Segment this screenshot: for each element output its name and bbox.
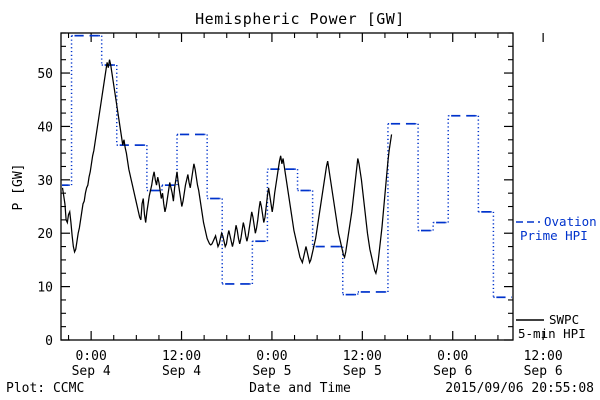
x-tick-label-time: 12:00 [162, 349, 201, 364]
x-tick-label-date: Sep 4 [72, 364, 111, 379]
y-axis-tick-labels: 0 10 20 30 40 50 [37, 67, 53, 349]
y-tick-label: 0 [45, 334, 53, 349]
x-tick-label-time: 0:00 [437, 349, 468, 364]
y-tick-label: 50 [37, 67, 53, 82]
x-tick-label-date: Sep 6 [524, 364, 563, 379]
x-axis-ticks [67, 33, 544, 340]
x-axis-title: Date and Time [249, 381, 351, 396]
generated-timestamp: 2015/09/06 20:55:08 [445, 381, 594, 396]
x-tick-label-time: 12:00 [343, 349, 382, 364]
legend-item-ovation: Ovation Prime HPI [516, 214, 597, 243]
x-tick-label-date: Sep 6 [433, 364, 472, 379]
y-axis-title: P [GW] [11, 164, 26, 211]
y-axis-title-text: P [GW] [11, 164, 26, 211]
x-tick-label-time: 0:00 [256, 349, 287, 364]
series-swpc-5min-hpi [62, 59, 393, 276]
legend-ovation-label-line2: Prime HPI [520, 228, 588, 243]
legend-ovation-label-line1: Ovation [544, 214, 597, 229]
chart-legend: Ovation Prime HPI SWPC 5-min HPI [516, 214, 597, 341]
swpc-data-line [62, 59, 393, 276]
page-title: Hemispheric Power [GW] [195, 10, 405, 28]
x-tick-label-time: 0:00 [75, 349, 106, 364]
y-axis-ticks [61, 32, 513, 341]
x-tick-label-time: 12:00 [524, 349, 563, 364]
y-tick-label: 20 [37, 227, 53, 242]
y-tick-label: 30 [37, 174, 53, 189]
y-tick-label: 10 [37, 281, 53, 296]
y-tick-label: 40 [37, 120, 53, 135]
plot-credit: Plot: CCMC [6, 381, 85, 396]
legend-item-swpc: SWPC 5-min HPI [516, 312, 586, 341]
x-tick-label-date: Sep 5 [343, 364, 382, 379]
series-ovation-prime-hpi [62, 34, 512, 299]
legend-swpc-label-line2: 5-min HPI [518, 326, 586, 341]
x-tick-label-date: Sep 5 [252, 364, 291, 379]
legend-swpc-label-line1: SWPC [549, 312, 579, 327]
x-tick-label-date: Sep 4 [162, 364, 201, 379]
